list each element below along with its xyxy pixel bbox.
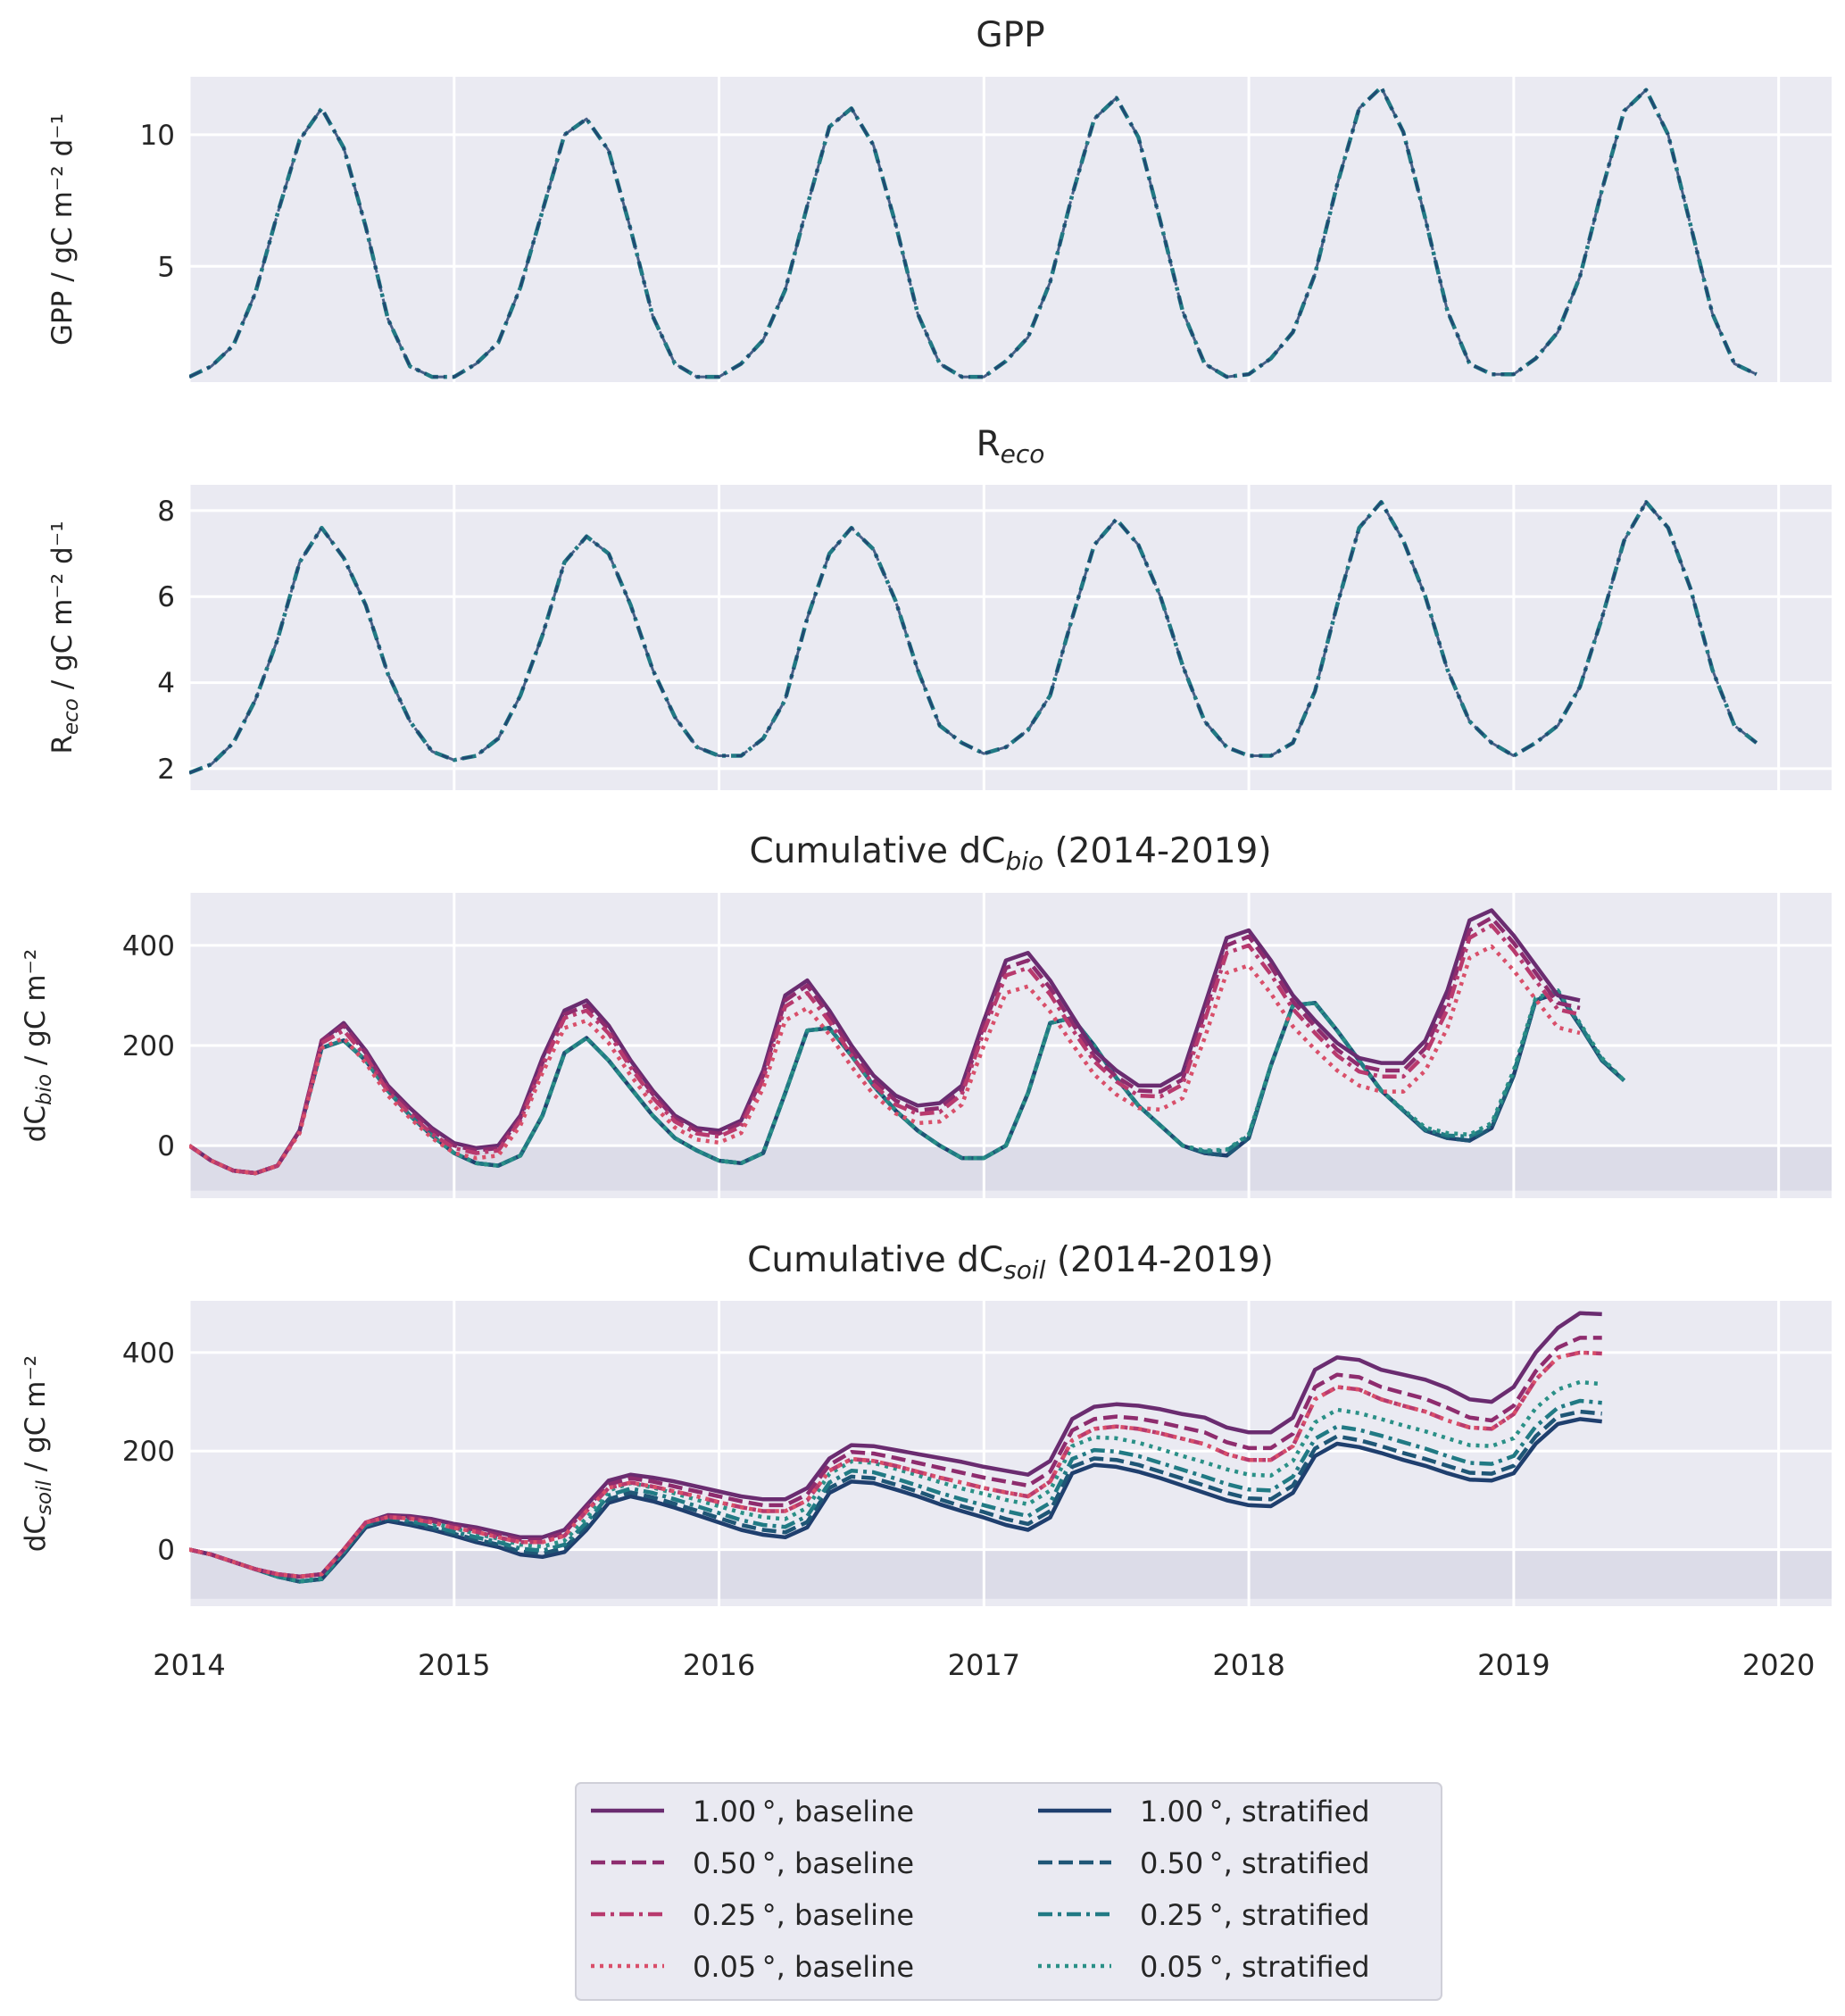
legend-item: 1.00 °, baseline [591,1795,914,1829]
y-axis-label: dCsoil / gC m⁻² [20,1355,56,1553]
x-tick-label: 2014 [153,1648,225,1682]
x-tick-label: 2020 [1742,1648,1815,1682]
legend-item: 0.25 °, stratified [1038,1898,1370,1932]
panel-title: Cumulative dCbio (2014-2019) [749,831,1271,876]
legend-label: 0.50 °, baseline [693,1846,914,1880]
y-tick-label: 0 [157,1130,175,1162]
x-tick-label: 2018 [1212,1648,1284,1682]
series-line [189,1336,1602,1579]
legend-item: 0.50 °, stratified [1038,1846,1370,1880]
legend-item: 0.25 °, baseline [591,1898,914,1932]
y-axis-label: dCbio / gC m⁻² [20,949,56,1143]
legend-item: 0.05 °, baseline [591,1950,914,1984]
series-line [189,988,1626,1176]
legend-label: 0.50 °, stratified [1140,1846,1370,1880]
series-group [189,500,1758,775]
x-tick-label: 2016 [683,1648,755,1682]
series-line [189,1350,1602,1579]
legend-label: 0.05 °, stratified [1140,1950,1370,1984]
series-line [189,1398,1602,1584]
chart-panel: 0 200 400 Cumulative dCbio (2014-2019) dCbio… [20,831,1832,1198]
y-tick-label: 200 [122,1030,175,1062]
series-line [189,1311,1602,1579]
series-line [189,1350,1602,1579]
legend-item: 1.00 °, stratified [1038,1795,1370,1829]
y-tick-label: 8 [157,496,175,528]
chart-panels: 5 10 GPP GPP / gC m⁻² d⁻¹ 2 4 6 8 Reco Reco / gC … [20,15,1832,1606]
series-group [189,85,1758,379]
legend-item: 0.50 °, baseline [591,1846,914,1880]
legend-label: 1.00 °, baseline [693,1795,914,1829]
x-tick-label: 2015 [418,1648,490,1682]
y-axis-label: Reco / gC m⁻² d⁻¹ [46,521,83,754]
y-tick-label: 400 [122,930,175,962]
legend-label: 0.25 °, baseline [693,1898,914,1932]
negative-region-band [189,1145,1832,1191]
legend-item: 0.05 °, stratified [1038,1950,1370,1984]
series-line [189,923,1581,1176]
y-axis-label: GPP / gC m⁻² d⁻¹ [46,113,79,346]
series-line [189,944,1581,1176]
y-tick-label: 5 [157,251,175,283]
panel-title: GPP [976,15,1044,55]
legend: 1.00 °, baseline 0.50 °, baseline 0.25 °, … [575,1782,1442,2001]
series-group [189,908,1626,1176]
series-group [189,1311,1602,1584]
plot-area [189,77,1832,382]
panel-title: Cumulative dCsoil (2014-2019) [747,1240,1274,1285]
x-axis: 2014 2015 2016 2017 2018 2019 2020 [153,1648,1815,1682]
plot-area [189,485,1832,790]
x-tick-label: 2019 [1477,1648,1550,1682]
y-tick-label: 200 [122,1436,175,1468]
y-tick-label: 6 [157,581,175,613]
panel-title: Reco [977,424,1045,469]
legend-label: 0.05 °, baseline [693,1950,914,1984]
chart-panel: 2 4 6 8 Reco Reco / gC m⁻² d⁻¹ [46,424,1832,790]
series-line [189,915,1581,1176]
x-tick-label: 2017 [948,1648,1020,1682]
y-tick-label: 10 [140,120,175,152]
y-tick-label: 4 [157,668,175,700]
legend-label: 0.25 °, stratified [1140,1898,1370,1932]
legend-box [575,1782,1442,2001]
chart-panel: 0 200 400 Cumulative dCsoil (2014-2019) dCso… [20,1240,1832,1606]
y-tick-label: 0 [157,1535,175,1567]
series-line [189,500,1758,775]
chart-panel: 5 10 GPP GPP / gC m⁻² d⁻¹ [46,15,1832,382]
y-tick-label: 2 [157,754,175,786]
negative-region-band [189,1549,1832,1599]
y-tick-label: 400 [122,1337,175,1370]
series-line [189,86,1758,379]
legend-label: 1.00 °, stratified [1140,1795,1370,1829]
